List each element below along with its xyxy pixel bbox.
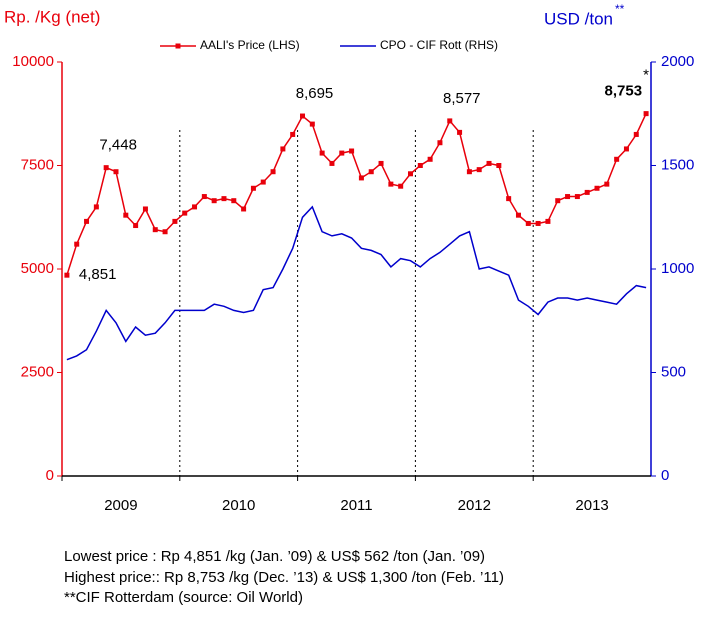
point xyxy=(142,206,148,212)
point xyxy=(84,218,90,224)
point xyxy=(133,223,139,229)
y2-tick-label: 1500 xyxy=(661,156,694,173)
data-label: 8,695 xyxy=(296,85,334,102)
point xyxy=(182,210,188,216)
point xyxy=(319,150,325,156)
series-line xyxy=(66,205,647,361)
point xyxy=(486,160,492,166)
x-tick-label: 2010 xyxy=(222,497,255,514)
point xyxy=(231,198,237,204)
point xyxy=(633,131,639,137)
point xyxy=(417,163,423,168)
x-tick-label: 2011 xyxy=(340,497,372,514)
annotation: * xyxy=(643,67,649,84)
point xyxy=(349,148,355,154)
point xyxy=(457,129,463,135)
point xyxy=(74,241,80,247)
note: Lowest price : Rp 4,851 /kg (Jan. ’09) &… xyxy=(64,548,485,565)
point xyxy=(614,156,620,162)
point xyxy=(280,146,286,152)
note: **CIF Rotterdam (source: Oil World) xyxy=(64,589,303,606)
point xyxy=(358,175,364,181)
point xyxy=(192,204,198,210)
point xyxy=(300,113,306,119)
point xyxy=(250,185,256,191)
point xyxy=(525,220,531,226)
point xyxy=(103,165,109,171)
point xyxy=(211,198,217,204)
y-tick-label: 2500 xyxy=(21,363,54,380)
legend-label: AALI's Price (LHS) xyxy=(200,38,300,52)
x-tick-label: 2013 xyxy=(575,497,608,514)
legend-label: CPO - CIF Rott (RHS) xyxy=(380,38,498,52)
point xyxy=(221,196,227,202)
point xyxy=(496,163,502,168)
x-tick-label: 2012 xyxy=(458,497,491,514)
y-tick-label: 10000 xyxy=(12,53,54,70)
point xyxy=(555,198,561,204)
x-tick-label: 2009 xyxy=(104,497,137,514)
note: Highest price:: Rp 8,753 /kg (Dec. ’13) … xyxy=(64,569,504,586)
point xyxy=(152,227,158,233)
y2-axis-title: USD /ton xyxy=(544,9,613,28)
point xyxy=(260,179,266,185)
point xyxy=(535,220,541,226)
point xyxy=(506,196,512,202)
y2-tick-label: 2000 xyxy=(661,53,694,70)
point xyxy=(407,171,413,177)
point xyxy=(241,206,247,212)
y2-tick-label: 500 xyxy=(661,363,686,380)
point xyxy=(574,194,580,200)
y-tick-label: 7500 xyxy=(21,156,54,173)
point xyxy=(427,156,433,162)
legend-marker xyxy=(175,43,181,49)
y2-axis-title-mark: ** xyxy=(615,2,625,16)
point xyxy=(466,169,472,175)
point xyxy=(476,167,482,173)
y-tick-label: 5000 xyxy=(21,260,54,277)
y-axis-title: Rp. /Kg (net) xyxy=(4,7,100,26)
point xyxy=(515,212,521,218)
point xyxy=(162,229,168,235)
point xyxy=(643,111,649,117)
point xyxy=(64,272,70,278)
point xyxy=(368,169,374,175)
data-label: 8,577 xyxy=(443,90,481,107)
point xyxy=(93,204,99,210)
point xyxy=(604,181,610,187)
y2-tick-label: 0 xyxy=(661,467,669,484)
point xyxy=(388,181,394,187)
point xyxy=(172,218,178,224)
point xyxy=(594,185,600,191)
point xyxy=(378,160,384,166)
point xyxy=(123,212,129,218)
y2-tick-label: 1000 xyxy=(661,260,694,277)
point xyxy=(565,194,571,200)
point xyxy=(437,140,443,146)
data-label: 8,753 xyxy=(605,83,643,100)
point xyxy=(447,118,453,124)
point xyxy=(270,169,276,175)
point xyxy=(398,183,404,189)
point xyxy=(329,160,335,166)
y-tick-label: 0 xyxy=(46,467,54,484)
point xyxy=(623,146,629,152)
point xyxy=(339,150,345,156)
data-label: 7,448 xyxy=(99,137,137,154)
point xyxy=(290,131,296,137)
data-label: 4,851 xyxy=(79,266,117,283)
point xyxy=(545,218,551,224)
point xyxy=(201,194,207,200)
point xyxy=(113,169,119,175)
point xyxy=(584,189,590,195)
point xyxy=(309,121,315,127)
